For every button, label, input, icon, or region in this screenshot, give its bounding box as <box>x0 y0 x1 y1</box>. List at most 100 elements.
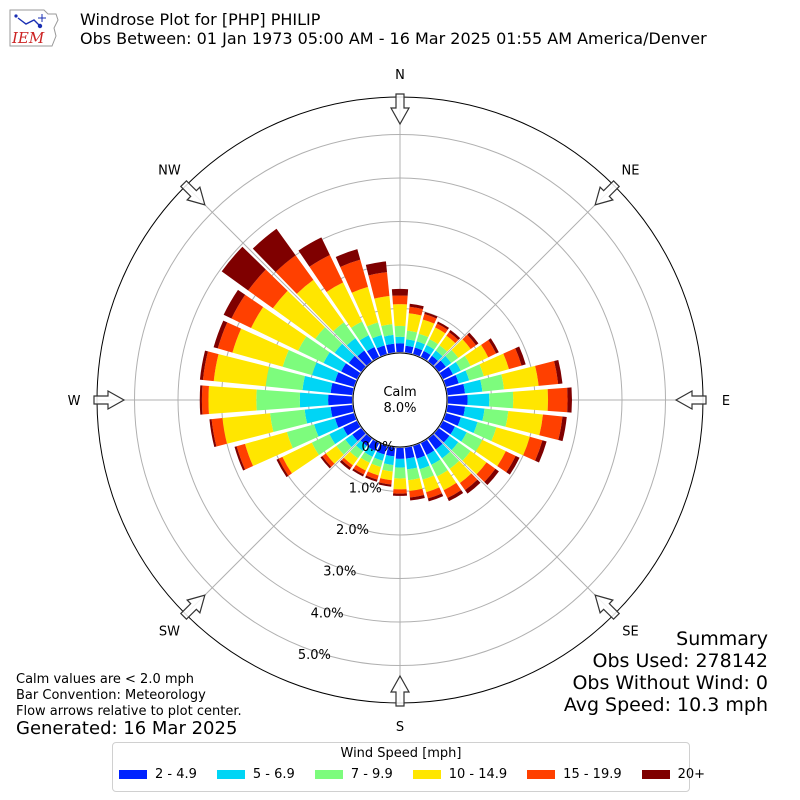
wind-bar <box>408 306 423 316</box>
wind-bar <box>304 407 333 424</box>
wind-bar <box>489 391 514 409</box>
wind-bar <box>405 339 415 348</box>
wind-bar <box>439 420 455 435</box>
wind-bar <box>439 366 454 380</box>
wind-bar <box>547 387 568 413</box>
grid-spoke <box>185 433 367 615</box>
wind-bar <box>523 436 543 461</box>
wind-bar <box>383 454 395 466</box>
legend-swatch <box>527 770 556 779</box>
wind-bar <box>491 427 530 456</box>
wind-bar <box>334 372 357 387</box>
wind-bar <box>443 413 461 426</box>
wind-bar <box>446 383 466 396</box>
wind-bar <box>357 350 372 366</box>
legend-swatch <box>314 770 343 779</box>
wind-bar <box>481 340 497 358</box>
wind-bar <box>420 350 431 361</box>
legend-label: 10 - 14.9 <box>448 767 508 782</box>
legend-swatch <box>119 770 147 779</box>
wind-bar <box>341 457 353 468</box>
wind-bar <box>298 237 330 267</box>
flow-arrow <box>389 674 411 707</box>
wind-bar <box>392 493 408 496</box>
chart-title: Windrose Plot for [PHP] PHILIP <box>80 10 321 29</box>
wind-bar <box>340 259 368 293</box>
wind-bar <box>368 272 390 299</box>
wind-bar <box>360 434 372 446</box>
wind-bar <box>374 451 385 461</box>
wind-bar <box>406 330 418 341</box>
grid-ring <box>134 134 666 666</box>
wind-bar <box>419 465 434 480</box>
wind-bar <box>405 457 418 470</box>
wind-bar <box>380 469 393 481</box>
wind-bar <box>296 279 344 332</box>
wind-bar <box>409 303 424 310</box>
flow-arrows-note: Flow arrows relative to plot center. <box>16 704 242 719</box>
wind-bar <box>353 464 366 475</box>
wind-bar <box>379 478 392 485</box>
wind-bar <box>386 343 396 354</box>
wind-bar <box>368 439 380 452</box>
wind-bar <box>386 446 396 457</box>
wind-bar <box>320 456 332 469</box>
wind-bar <box>272 290 326 339</box>
wind-bar <box>334 413 357 428</box>
wind-bar <box>326 282 363 328</box>
flow-arrow <box>179 594 206 621</box>
wind-bar <box>443 482 462 499</box>
chart-subtitle: Obs Between: 01 Jan 1973 05:00 AM - 16 M… <box>80 29 707 48</box>
radial-tick-label: 2.0% <box>336 523 369 538</box>
wind-bar <box>448 330 461 341</box>
wind-bar <box>448 362 461 375</box>
wind-bar <box>330 382 354 396</box>
wind-bar <box>309 254 344 292</box>
legend-label: 7 - 9.9 <box>350 767 393 782</box>
wind-bar <box>355 440 367 452</box>
wind-bar <box>352 428 366 442</box>
legend-swatch <box>412 770 441 779</box>
wind-bar <box>236 443 254 470</box>
wind-bar <box>366 346 380 361</box>
grid-spoke <box>185 185 367 367</box>
legend-item: 10 - 14.9 <box>412 767 508 782</box>
wind-bar <box>465 364 484 381</box>
direction-label: NE <box>622 163 640 178</box>
summary-panel: Summary Obs Used: 278142 Obs Without Win… <box>564 628 768 716</box>
wind-bar <box>404 345 414 354</box>
wind-bar <box>442 451 460 469</box>
summary-obs-used: Obs Used: 278142 <box>592 650 768 672</box>
wind-bar <box>298 336 330 364</box>
wind-bar <box>395 336 405 344</box>
radial-tick-label: 0.0% <box>361 440 394 455</box>
wind-bar <box>429 327 446 345</box>
wind-bar <box>394 467 406 479</box>
wind-bar <box>436 321 449 330</box>
wind-bar <box>422 314 437 324</box>
grid-spoke <box>433 433 615 615</box>
legend-item: 2 - 4.9 <box>119 767 197 782</box>
wind-bar <box>365 261 388 276</box>
flow-arrow <box>594 179 621 206</box>
wind-bar <box>364 446 376 457</box>
wind-bar <box>440 355 452 367</box>
legend-label: 20+ <box>677 767 706 782</box>
wind-bar <box>335 249 361 267</box>
wind-bar <box>428 434 443 450</box>
wind-bar <box>252 228 296 273</box>
summary-obs-without-wind: Obs Without Wind: 0 <box>572 672 768 694</box>
wind-bar <box>351 321 369 341</box>
legend-swatch <box>641 770 670 779</box>
legend-label: 5 - 6.9 <box>252 767 295 782</box>
wind-bar <box>431 350 443 361</box>
wind-bar <box>535 361 559 386</box>
wind-bar <box>409 495 425 501</box>
legend-item: 15 - 19.9 <box>527 767 622 782</box>
wind-bar <box>416 333 429 345</box>
wind-bar <box>391 288 409 296</box>
grid-ring <box>177 177 623 623</box>
wind-bar <box>501 365 539 390</box>
wind-bar <box>505 411 543 436</box>
wind-bar <box>381 324 394 337</box>
